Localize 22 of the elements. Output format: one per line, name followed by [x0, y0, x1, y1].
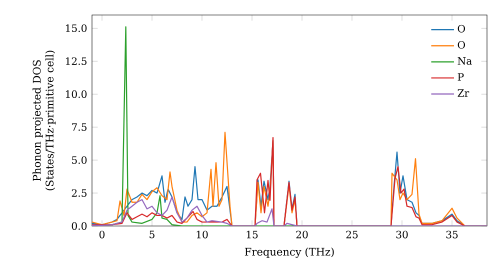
x-tick-label: 25 [346, 230, 358, 238]
x-tick-label: 0 [99, 230, 105, 238]
legend-label: Na [458, 57, 472, 65]
y-tick-label: 10.0 [66, 90, 87, 98]
x-tick-label: 15 [246, 230, 258, 238]
x-axis-title: Frequency (THz) [244, 248, 334, 258]
y-tick-label: 7.5 [72, 123, 87, 131]
y-tick-label: 2.5 [72, 189, 87, 197]
y-tick-label: 0.0 [72, 222, 87, 230]
x-tick-label: 20 [296, 230, 308, 238]
y-tick-label: 12.5 [66, 57, 87, 65]
legend-label: P [458, 73, 464, 81]
x-tick-label: 5 [150, 230, 154, 238]
x-tick-label: 35 [446, 230, 458, 238]
y-tick-label: 15.0 [66, 24, 87, 32]
y-axis-title: Phonon projected DOS (States/THz·primitive cell) [32, 50, 56, 190]
legend-label: Zr [458, 89, 470, 97]
legend-label: O [458, 41, 466, 49]
legend-label: O [458, 24, 466, 32]
y-tick-label: 5.0 [72, 156, 87, 164]
x-tick-label: 30 [396, 230, 408, 238]
x-tick-label: 10 [196, 230, 208, 238]
